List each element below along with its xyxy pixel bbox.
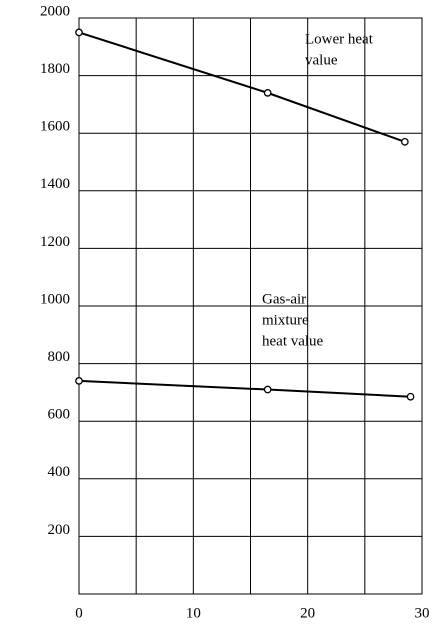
x-tick-label: 20 bbox=[300, 605, 315, 621]
annotation: value bbox=[305, 52, 338, 68]
y-tick-label: 1000 bbox=[40, 291, 70, 307]
data-point bbox=[400, 137, 409, 146]
data-point bbox=[75, 377, 83, 385]
x-tick-label: 30 bbox=[415, 605, 430, 621]
annotation: Lower heat bbox=[305, 31, 374, 47]
x-tick-label: 0 bbox=[75, 605, 83, 621]
annotation: heat value bbox=[262, 333, 324, 349]
data-point bbox=[263, 385, 272, 394]
annotation: mixture bbox=[262, 312, 309, 328]
y-tick-label: 2000 bbox=[40, 3, 70, 19]
y-tick-label: 1600 bbox=[40, 119, 70, 135]
y-tick-label: 1400 bbox=[40, 176, 70, 192]
y-tick-label: 1200 bbox=[40, 234, 70, 250]
x-tick-label: 10 bbox=[186, 605, 201, 621]
y-tick-label: 600 bbox=[48, 407, 71, 423]
data-point bbox=[406, 392, 415, 401]
series-line bbox=[78, 31, 406, 143]
y-tick-label: 1800 bbox=[40, 61, 70, 77]
data-point bbox=[75, 28, 83, 37]
y-tick-label: 800 bbox=[48, 349, 71, 365]
data-point bbox=[263, 89, 272, 97]
y-tick-label: 400 bbox=[48, 464, 71, 480]
y-tick-label: 200 bbox=[48, 522, 71, 538]
series-line bbox=[78, 379, 411, 398]
annotation: Gas-air bbox=[262, 291, 306, 307]
